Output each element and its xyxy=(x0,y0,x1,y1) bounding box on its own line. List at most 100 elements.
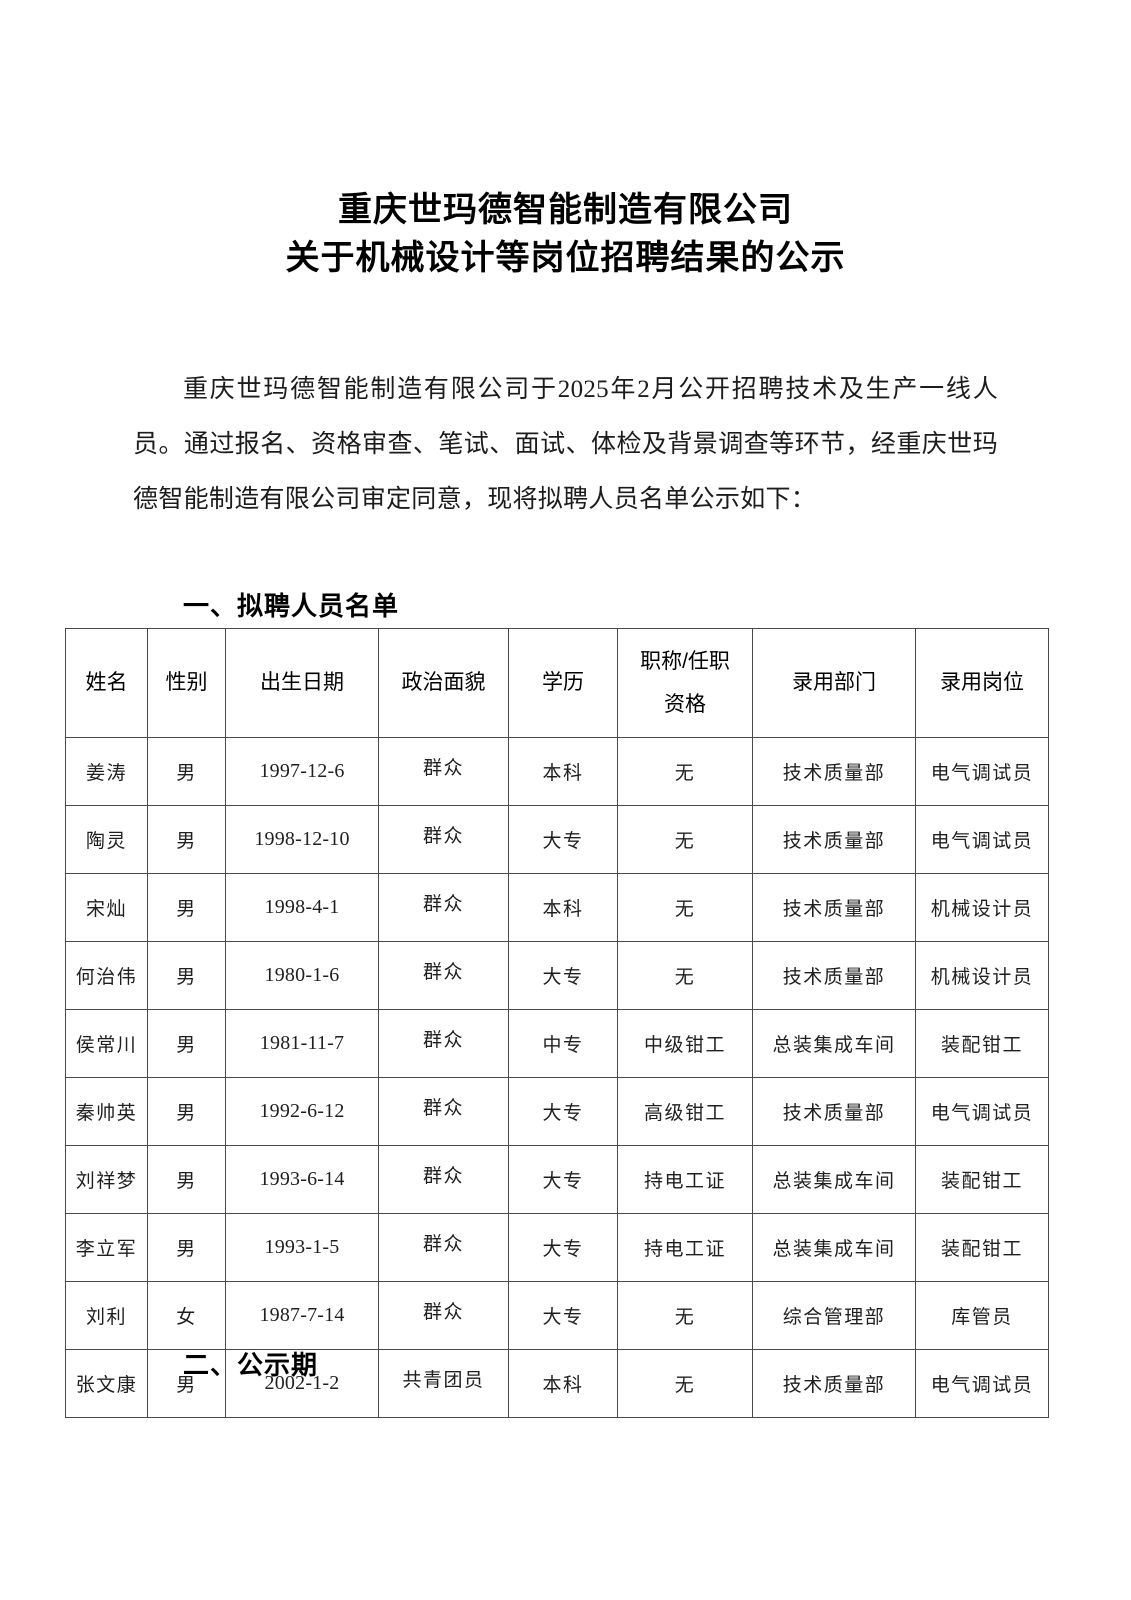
cell-gender: 男 xyxy=(147,1009,226,1078)
cell-name: 刘利 xyxy=(65,1281,148,1350)
cell-qualification: 高级钳工 xyxy=(617,1077,753,1146)
section-heading-two-wrap: 二、公示期 xyxy=(133,1345,318,1382)
cell-name: 宋灿 xyxy=(65,873,148,942)
cell-gender: 女 xyxy=(147,1281,226,1350)
column-header-education: 学历 xyxy=(508,628,618,738)
cell-dob: 1987-7-14 xyxy=(225,1281,379,1350)
cell-gender: 男 xyxy=(147,1145,226,1214)
cell-education: 本科 xyxy=(508,737,618,806)
cell-gender: 男 xyxy=(147,1077,226,1146)
column-header-position: 录用岗位 xyxy=(915,628,1049,738)
cell-education: 本科 xyxy=(508,1349,618,1418)
cell-gender: 男 xyxy=(147,737,226,806)
cell-politics: 群众 xyxy=(378,873,509,942)
column-header-department: 录用部门 xyxy=(752,628,916,738)
column-header-name: 姓名 xyxy=(65,628,148,738)
cell-name: 陶灵 xyxy=(65,805,148,874)
column-header-qualification-line-2: 资格 xyxy=(664,693,706,716)
cell-dob: 1998-12-10 xyxy=(225,805,379,874)
table-row: 宋灿男 1998-4-1 群众 本科无技术质量部 机械设计员 xyxy=(65,873,1049,942)
cell-department: 技术质量部 xyxy=(752,941,916,1010)
cell-name: 何治伟 xyxy=(65,941,148,1010)
cell-qualification: 无 xyxy=(617,1281,753,1350)
table-row: 陶灵男 1998-12-10 群众 大专无技术质量部 电气调试员 xyxy=(65,805,1049,874)
cell-department: 技术质量部 xyxy=(752,1349,916,1418)
section-heading-roster: 一、拟聘人员名单 xyxy=(183,591,400,621)
cell-gender: 男 xyxy=(147,1349,226,1418)
cell-department: 技术质量部 xyxy=(752,1077,916,1146)
cell-position: 电气调试员 xyxy=(915,737,1049,806)
cell-position: 装配钳工 xyxy=(915,1145,1049,1214)
cell-gender: 男 xyxy=(147,941,226,1010)
cell-name: 姜涛 xyxy=(65,737,148,806)
table-row: 侯常川男 1981-11-7 群众 中专 中级钳工 总装集成车间 装配钳工 xyxy=(65,1009,1049,1078)
cell-dob: 1993-6-14 xyxy=(225,1145,379,1214)
cell-qualification: 中级钳工 xyxy=(617,1009,753,1078)
document-body-block: 重庆世玛德智能制造有限公司于2025年2月公开招聘技术及生产一线人员。通过报名、… xyxy=(133,362,998,527)
column-header-politics: 政治面貌 xyxy=(378,628,509,738)
cell-name: 李立军 xyxy=(65,1213,148,1282)
intro-paragraph: 重庆世玛德智能制造有限公司于2025年2月公开招聘技术及生产一线人员。通过报名、… xyxy=(133,376,998,513)
roster-table-head: 姓名 性别 出生日期 政治面貌 学历 职称/任职 资格 录用部门 录用岗位 xyxy=(65,628,1049,738)
cell-education: 大专 xyxy=(508,1281,618,1350)
cell-gender: 男 xyxy=(147,1213,226,1282)
cell-qualification: 无 xyxy=(617,805,753,874)
cell-gender: 男 xyxy=(147,873,226,942)
roster-table-wrap: 姓名 性别 出生日期 政治面貌 学历 职称/任职 资格 录用部门 录用岗位 姜涛… xyxy=(65,628,1049,1418)
cell-gender: 男 xyxy=(147,805,226,874)
cell-name: 秦帅英 xyxy=(65,1077,148,1146)
cell-politics: 群众 xyxy=(378,1145,509,1214)
cell-politics: 群众 xyxy=(378,1009,509,1078)
table-row: 刘利女 1987-7-14 群众 大专无综合管理部 库管员 xyxy=(65,1281,1049,1350)
cell-name: 张文康 xyxy=(65,1349,148,1418)
cell-position: 库管员 xyxy=(915,1281,1049,1350)
cell-qualification: 持电工证 xyxy=(617,1145,753,1214)
cell-department: 技术质量部 xyxy=(752,805,916,874)
section-heading-publicity-period: 二、公示期 xyxy=(183,1350,319,1380)
cell-education: 中专 xyxy=(508,1009,618,1078)
cell-education: 大专 xyxy=(508,941,618,1010)
cell-position: 电气调试员 xyxy=(915,1077,1049,1146)
cell-politics: 群众 xyxy=(378,805,509,874)
cell-education: 大专 xyxy=(508,1077,618,1146)
cell-dob: 1998-4-1 xyxy=(225,873,379,942)
table-row: 姜涛男 1997-12-6 群众 本科无技术质量部 电气调试员 xyxy=(65,737,1049,806)
table-row: 刘祥梦男 1993-6-14 群众 大专 持电工证 总装集成车间 装配钳工 xyxy=(65,1145,1049,1214)
cell-department: 技术质量部 xyxy=(752,737,916,806)
cell-department: 综合管理部 xyxy=(752,1281,916,1350)
table-row: 张文康男 2002-1-2 共青团员 本科无技术质量部 电气调试员 xyxy=(65,1349,1049,1418)
page-title: 重庆世玛德智能制造有限公司 关于机械设计等岗位招聘结果的公示 xyxy=(0,186,1131,283)
cell-education: 大专 xyxy=(508,1213,618,1282)
cell-qualification: 无 xyxy=(617,1349,753,1418)
cell-politics: 群众 xyxy=(378,1213,509,1282)
table-row: 李立军男 1993-1-5 群众 大专 持电工证 总装集成车间 装配钳工 xyxy=(65,1213,1049,1282)
cell-qualification: 无 xyxy=(617,873,753,942)
page-title-line-2: 关于机械设计等岗位招聘结果的公示 xyxy=(285,239,846,278)
cell-education: 大专 xyxy=(508,1145,618,1214)
column-header-qualification: 职称/任职 资格 xyxy=(617,628,753,738)
table-row: 何治伟男 1980-1-6 群众 大专无技术质量部 机械设计员 xyxy=(65,941,1049,1010)
section-heading-one-wrap: 一、拟聘人员名单 xyxy=(133,586,399,623)
cell-politics: 共青团员 xyxy=(378,1349,509,1418)
cell-department: 总装集成车间 xyxy=(752,1145,916,1214)
cell-dob: 1980-1-6 xyxy=(225,941,379,1010)
cell-politics: 群众 xyxy=(378,737,509,806)
cell-politics: 群众 xyxy=(378,1281,509,1350)
cell-politics: 群众 xyxy=(378,1077,509,1146)
cell-department: 总装集成车间 xyxy=(752,1009,916,1078)
cell-position: 机械设计员 xyxy=(915,873,1049,942)
column-header-qualification-line-1: 职称/任职 xyxy=(640,649,730,673)
cell-dob: 1981-11-7 xyxy=(225,1009,379,1078)
cell-name: 侯常川 xyxy=(65,1009,148,1078)
roster-table: 姓名 性别 出生日期 政治面貌 学历 职称/任职 资格 录用部门 录用岗位 姜涛… xyxy=(65,628,1049,1418)
document-title-block: 重庆世玛德智能制造有限公司 关于机械设计等岗位招聘结果的公示 xyxy=(0,186,1131,283)
cell-position: 装配钳工 xyxy=(915,1009,1049,1078)
cell-position: 电气调试员 xyxy=(915,805,1049,874)
cell-position: 电气调试员 xyxy=(915,1349,1049,1418)
cell-qualification: 持电工证 xyxy=(617,1213,753,1282)
column-header-dob: 出生日期 xyxy=(225,628,379,738)
cell-education: 本科 xyxy=(508,873,618,942)
cell-politics: 群众 xyxy=(378,941,509,1010)
table-header-row: 姓名 性别 出生日期 政治面貌 学历 职称/任职 资格 录用部门 录用岗位 xyxy=(65,628,1049,738)
